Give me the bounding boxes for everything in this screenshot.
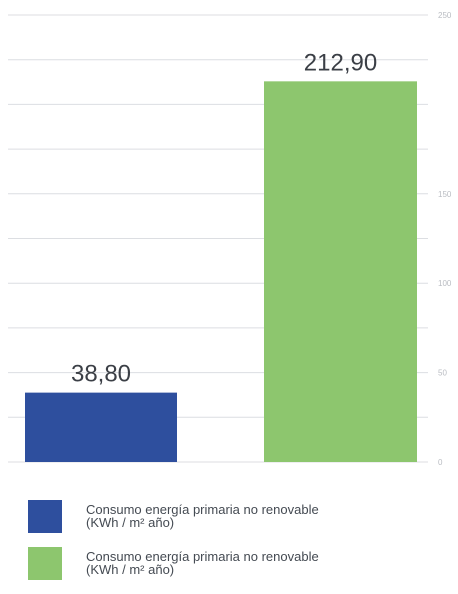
y-tick-label: 50 xyxy=(438,369,447,378)
bar-chart: 0 50 100 150 250 38,80 212,90 xyxy=(8,11,452,467)
y-tick-label: 150 xyxy=(438,190,452,199)
bar xyxy=(25,392,177,462)
y-tick-label: 100 xyxy=(438,279,452,288)
legend-label: Consumo energía primaria no renovable (K… xyxy=(86,502,319,530)
y-tick-label: 0 xyxy=(438,458,443,467)
legend-swatch xyxy=(28,547,62,580)
bar-value-label: 212,90 xyxy=(304,49,377,76)
bar-value-label: 38,80 xyxy=(71,361,131,388)
legend-item: Consumo energía primaria no renovable (K… xyxy=(28,547,428,580)
legend-item: Consumo energía primaria no renovable (K… xyxy=(28,500,428,533)
y-axis-ticks: 0 50 100 150 250 xyxy=(438,11,452,467)
value-labels: 38,80 212,90 xyxy=(71,49,377,387)
y-tick-label: 250 xyxy=(438,11,452,20)
bars xyxy=(25,81,417,462)
chart-svg: 0 50 100 150 250 38,80 212,90 xyxy=(8,11,452,467)
legend-swatch xyxy=(28,500,62,533)
legend-label: Consumo energía primaria no renovable (K… xyxy=(86,549,319,577)
legend: Consumo energía primaria no renovable (K… xyxy=(28,500,428,594)
bar xyxy=(264,81,417,462)
